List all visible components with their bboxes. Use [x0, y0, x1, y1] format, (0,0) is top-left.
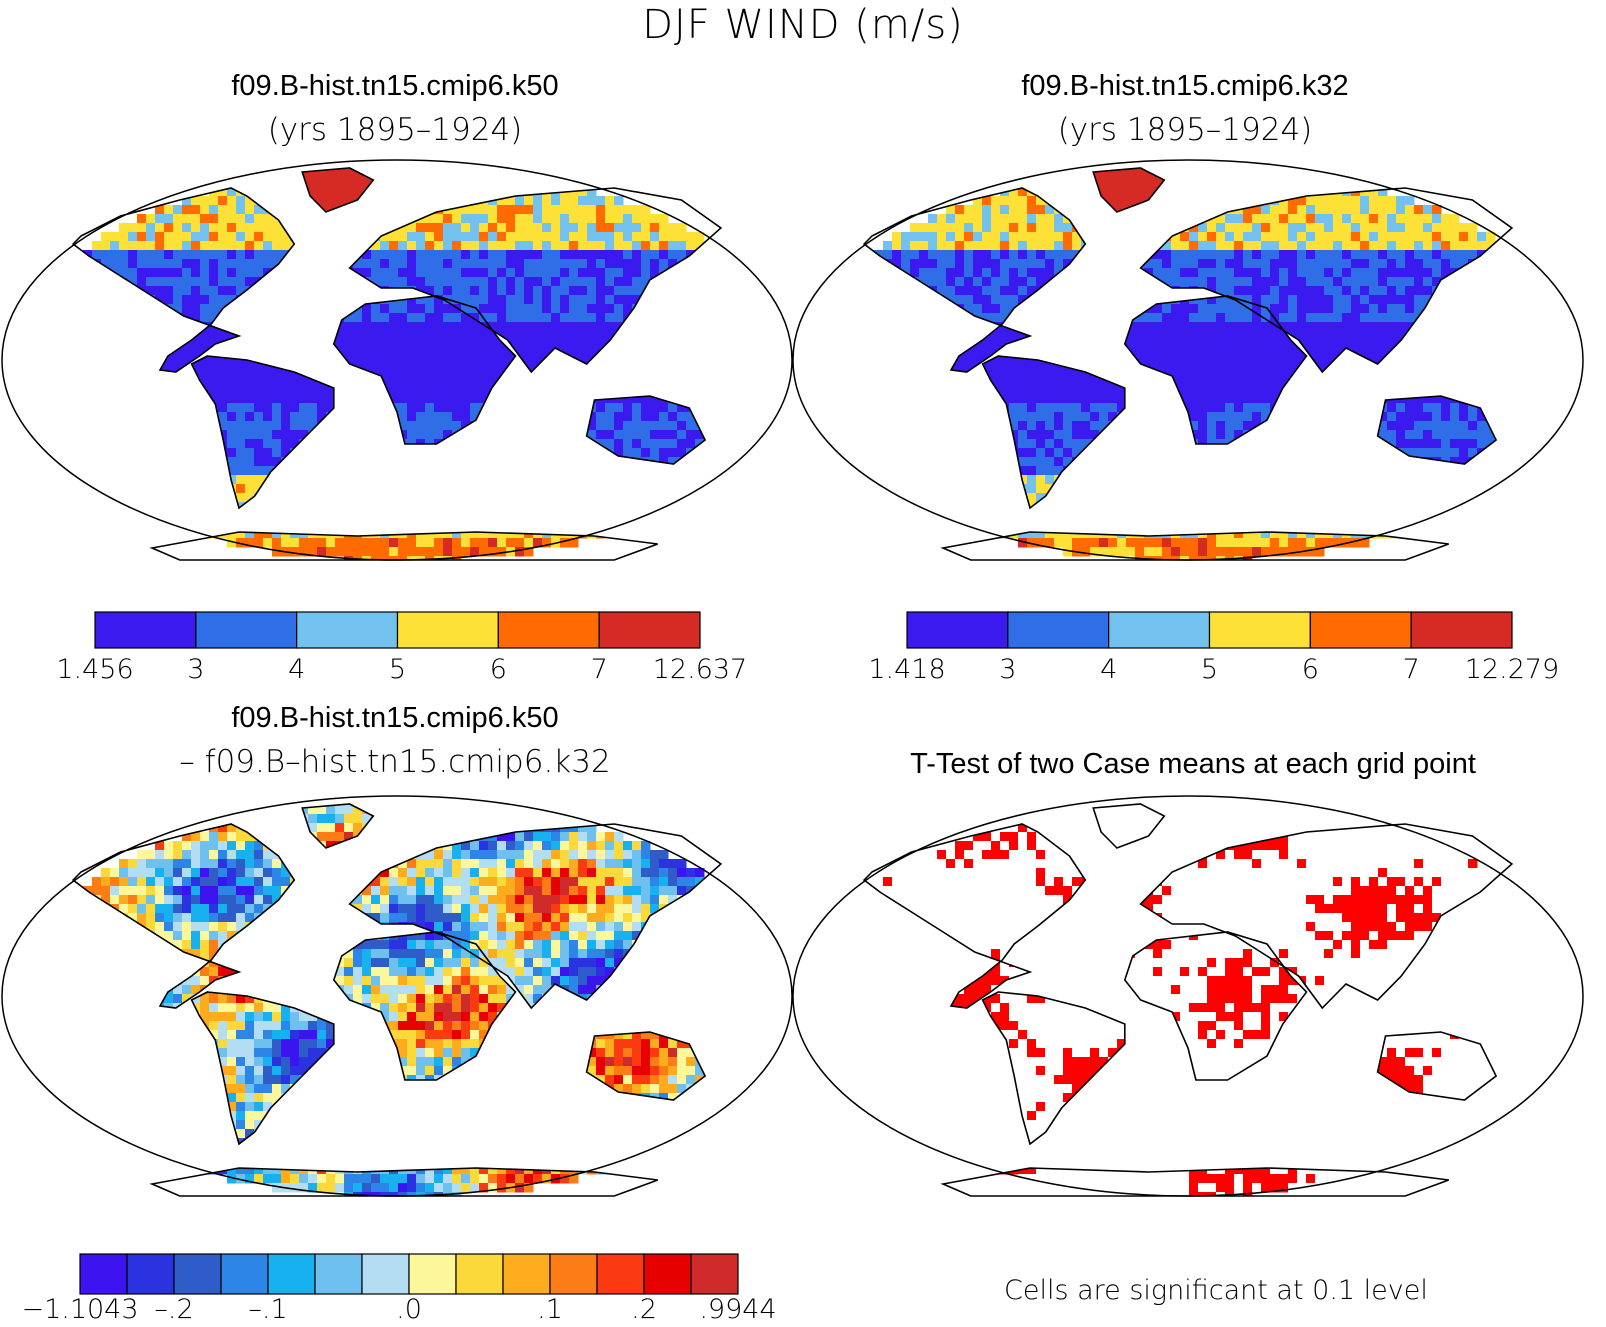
colorbar-box — [455, 1253, 504, 1295]
coastline-eurasia — [348, 823, 723, 1010]
colorbar-label: .0 — [396, 1294, 422, 1325]
coastline-antarctica — [149, 531, 658, 561]
coastline-antarctica — [940, 531, 1449, 561]
coastline-namerica — [862, 823, 1087, 1009]
coastline-namerica — [71, 187, 296, 373]
coastline-australia — [585, 395, 707, 465]
colorbar-label: 1.456 — [56, 654, 134, 685]
coastline-eurasia — [348, 187, 723, 374]
colorbar-box — [79, 1253, 128, 1295]
colorbar-box — [596, 1253, 645, 1295]
colorbar-label: .2 — [631, 1294, 657, 1325]
coastline-samerica — [981, 991, 1126, 1146]
colorbar-label: 6 — [1301, 654, 1319, 685]
colorbar-box — [408, 1253, 457, 1295]
map-frame — [792, 159, 1584, 561]
panel1-subtitle: (yrs 1895–1924) — [267, 112, 523, 148]
coastline-antarctica — [149, 1167, 658, 1197]
colorbar-box — [94, 611, 197, 649]
colorbar-box — [1309, 611, 1412, 649]
colorbar-label: 1.418 — [868, 654, 946, 685]
colorbar-label: 5 — [1200, 654, 1219, 685]
colorbar-box — [396, 611, 499, 649]
colorbar-box — [502, 1253, 551, 1295]
coastline-greenland — [1092, 167, 1166, 213]
colorbar-label: 4 — [288, 654, 306, 685]
colorbar-box — [690, 1253, 739, 1295]
coastline-greenland — [301, 167, 375, 213]
coastline-eurasia — [1139, 823, 1514, 1010]
coastline-samerica — [981, 355, 1126, 510]
colorbar-box — [1108, 611, 1211, 649]
coastline-samerica — [190, 991, 335, 1146]
coastline-eurasia — [1139, 187, 1514, 374]
coastline-africa — [1123, 931, 1308, 1081]
colorbar-box — [195, 611, 298, 649]
significance-note: Cells are significant at 0.1 level — [1004, 1275, 1428, 1306]
colorbar-box — [267, 1253, 316, 1295]
coastline-australia — [1376, 395, 1498, 465]
colorbar-label: 3 — [999, 654, 1017, 685]
map-frame — [792, 795, 1584, 1197]
panel3-subtitle: – f09.B–hist.tn15.cmip6.k32 — [179, 744, 611, 780]
coastline-australia — [1376, 1031, 1498, 1101]
colorbar-label: –.2 — [154, 1294, 194, 1325]
coastline-antarctica — [940, 1167, 1449, 1197]
coastline-greenland — [301, 803, 375, 849]
colorbar-label: 12.279 — [1464, 654, 1560, 685]
colorbar-label: 7 — [590, 654, 608, 685]
colorbar-box — [314, 1253, 363, 1295]
colorbar-label: –.1 — [248, 1294, 288, 1325]
colorbar-box — [296, 611, 399, 649]
figure-title: DJF WIND (m/s) — [642, 2, 964, 48]
panel2-subtitle: (yrs 1895–1924) — [1057, 112, 1313, 148]
colorbar-label: 6 — [489, 654, 507, 685]
colorbar-box — [1410, 611, 1513, 649]
map-frame — [1, 795, 793, 1197]
coastline-africa — [1123, 295, 1308, 445]
colorbar-box — [598, 611, 701, 649]
coastline-australia — [585, 1031, 707, 1101]
map-frame — [1, 159, 793, 561]
colorbar-box — [220, 1253, 269, 1295]
colorbar-box — [549, 1253, 598, 1295]
coastline-samerica — [190, 355, 335, 510]
colorbar-box — [173, 1253, 222, 1295]
colorbar-label: 12.637 — [652, 654, 748, 685]
panel4-title: T-Test of two Case means at each grid po… — [910, 748, 1476, 780]
coastline-namerica — [862, 187, 1087, 373]
colorbar-label: 7 — [1402, 654, 1420, 685]
panel3-title: f09.B-hist.tn15.cmip6.k50 — [231, 702, 559, 734]
coastline-namerica — [71, 823, 296, 1009]
colorbar-label: 5 — [388, 654, 407, 685]
colorbar-label: .1 — [537, 1294, 563, 1325]
colorbar-label: 4 — [1100, 654, 1118, 685]
colorbar-box — [1007, 611, 1110, 649]
coastline-africa — [332, 931, 517, 1081]
panel1-title: f09.B-hist.tn15.cmip6.k50 — [231, 70, 559, 102]
panel2-title: f09.B-hist.tn15.cmip6.k32 — [1021, 70, 1349, 102]
colorbar-label: .9944 — [699, 1294, 777, 1325]
colorbar-label: 3 — [187, 654, 205, 685]
colorbar-box — [497, 611, 600, 649]
colorbar-label: −1.1043 — [21, 1294, 139, 1325]
colorbar-box — [906, 611, 1009, 649]
coastline-africa — [332, 295, 517, 445]
coastline-greenland — [1092, 803, 1166, 849]
colorbar-box — [643, 1253, 692, 1295]
